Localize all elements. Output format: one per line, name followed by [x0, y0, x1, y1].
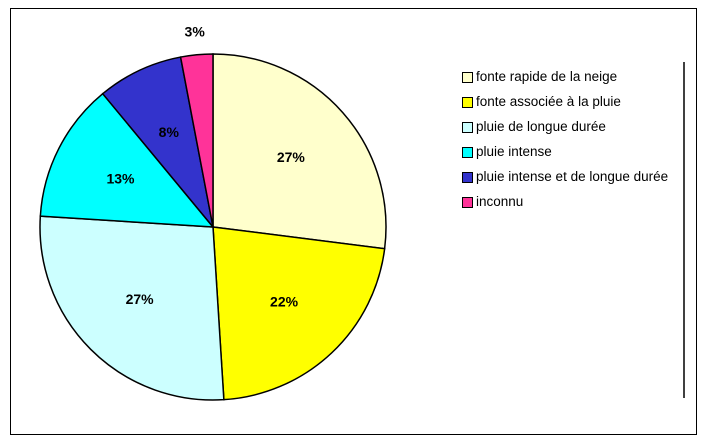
data-label: 3% [185, 24, 206, 40]
legend-item: fonte associée à la pluie [462, 91, 672, 112]
pie-slice [39, 215, 225, 401]
pie-slice [179, 53, 214, 228]
legend: fonte rapide de la neige fonte associée à… [462, 66, 672, 216]
legend-swatch [462, 72, 473, 83]
legend-item: fonte rapide de la neige [462, 66, 672, 87]
legend-swatch [462, 197, 473, 208]
legend-label: fonte rapide de la neige [476, 69, 618, 84]
legend-label: pluie intense [476, 144, 552, 159]
legend-item: inconnu [462, 191, 672, 212]
legend-label: pluie intense et de longue durée [476, 169, 669, 184]
data-label: 13% [106, 171, 135, 187]
data-label: 8% [159, 124, 180, 140]
legend-label: inconnu [476, 194, 524, 209]
legend-item: pluie de longue durée [462, 116, 672, 137]
pie-slice [39, 92, 215, 228]
data-label: 27% [126, 291, 155, 307]
pie-slice [212, 226, 386, 401]
pie-slice [212, 53, 387, 250]
legend-swatch [462, 97, 473, 108]
chart-frame [10, 8, 697, 435]
legend-swatch [462, 147, 473, 158]
legend-swatch [462, 122, 473, 133]
legend-label: pluie de longue durée [476, 119, 606, 134]
data-label: 27% [277, 149, 306, 165]
legend-item: pluie intense et de longue durée [462, 166, 672, 187]
legend-label: fonte associée à la pluie [476, 94, 621, 109]
legend-item: pluie intense [462, 141, 672, 162]
legend-swatch [462, 172, 473, 183]
data-label: 22% [270, 293, 299, 309]
